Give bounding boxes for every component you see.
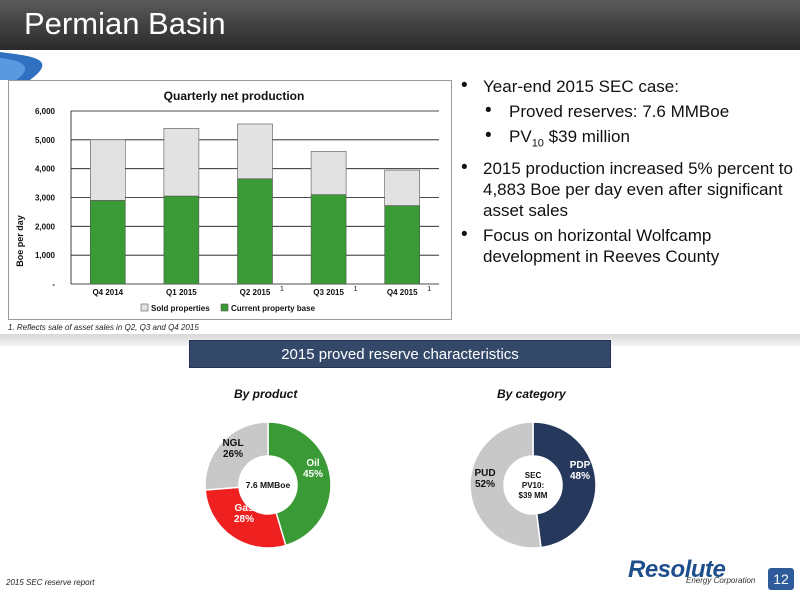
logo-subtitle: Energy Corporation	[686, 576, 756, 585]
pie-slice	[469, 421, 542, 549]
bullet-dot: •	[485, 125, 492, 146]
y-tick-label: 5,000	[35, 136, 56, 145]
header-bar: Permian Basin	[0, 0, 800, 50]
bullet-proved-reserves: • Proved reserves: 7.6 MMBoe	[455, 100, 800, 122]
bullet-sec-case: • Year-end 2015 SEC case:	[455, 75, 800, 97]
bullet-list: • Year-end 2015 SEC case: • Proved reser…	[455, 75, 800, 271]
y-tick-label: 1,000	[35, 251, 56, 260]
pie-slice	[204, 421, 269, 491]
bar-segment	[310, 194, 347, 285]
bar-segment	[384, 169, 421, 206]
by-product-title: By product	[234, 387, 298, 401]
bar-segment	[237, 178, 273, 285]
production-chart: Quarterly net production Boe per day 6,0…	[8, 80, 452, 320]
bar-segment	[163, 195, 200, 285]
legend-label: Sold properties	[151, 304, 210, 313]
pie-slice	[267, 421, 332, 547]
y-axis-label: Boe per day	[15, 215, 25, 267]
legend-swatch	[140, 303, 149, 312]
x-tick-label: Q3 2015	[313, 288, 344, 297]
bar-segment	[90, 200, 126, 285]
bullet-dot: •	[485, 100, 492, 121]
legend-swatch	[220, 303, 229, 312]
x-tick-footnote-mark: 1	[427, 286, 431, 293]
legend-label: Current property base	[231, 304, 316, 313]
bullet-dot: •	[461, 75, 468, 96]
y-tick-label: 3,000	[35, 194, 56, 203]
slice-label: PDP	[570, 460, 591, 471]
bullet-text: Focus on horizontal Wolfcamp development…	[483, 226, 720, 267]
page-title: Permian Basin	[24, 6, 226, 41]
bullet-text: Proved reserves: 7.6 MMBoe	[509, 102, 730, 121]
bullet-pv10: • PV10 $39 million	[455, 125, 800, 154]
reserve-section-title: 2015 proved reserve characteristics	[189, 340, 611, 368]
slice-value-label: 52%	[475, 479, 495, 490]
bullet-wolfcamp: • Focus on horizontal Wolfcamp developme…	[455, 224, 800, 267]
y-tick-label: 4,000	[35, 165, 56, 174]
chart-title: Quarterly net production	[164, 89, 305, 103]
donut-center-label: PV10:	[522, 481, 544, 490]
by-category-title: By category	[497, 387, 566, 401]
source-note: 2015 SEC reserve report	[6, 578, 95, 587]
bullet-production: • 2015 production increased 5% percent t…	[455, 157, 800, 221]
slice-value-label: 26%	[223, 449, 243, 460]
bar-segment	[163, 127, 200, 197]
y-tick-label: -	[52, 280, 55, 289]
donut-center-label: 7.6 MMBoe	[246, 480, 291, 490]
production-chart-svg: Quarterly net production Boe per day 6,0…	[15, 89, 439, 313]
x-tick-footnote-mark: 1	[280, 286, 284, 293]
bar-segment	[90, 139, 126, 201]
x-tick-label: Q4 2014	[92, 288, 123, 297]
chart-footnote: 1. Reflects sale of asset sales in Q2, Q…	[8, 323, 199, 332]
bullet-text: 2015 production increased 5% percent to …	[483, 159, 793, 221]
pie-slice	[204, 486, 287, 549]
pie-slice	[532, 421, 597, 549]
bullet-dot: •	[461, 224, 468, 246]
x-tick-footnote-mark: 1	[354, 286, 358, 293]
slice-label: Gas	[235, 503, 254, 514]
slice-value-label: 48%	[570, 471, 590, 482]
bullet-text-suffix: $39 million	[543, 127, 630, 146]
bullet-dot: •	[461, 157, 468, 179]
company-logo: Resolute Energy Corporation	[628, 556, 755, 585]
slice-label: PUD	[474, 468, 495, 479]
page-number: 12	[768, 568, 794, 590]
x-tick-label: Q4 2015	[387, 288, 418, 297]
bar-segment	[310, 151, 347, 195]
y-tick-label: 6,000	[35, 107, 56, 116]
x-tick-label: Q2 2015	[240, 288, 271, 297]
y-tick-label: 2,000	[35, 222, 56, 231]
bullet-text-subscript: 10	[531, 137, 544, 150]
donut-center-label: SEC	[525, 471, 542, 480]
header-swoosh	[0, 50, 800, 80]
bullet-text: Year-end 2015 SEC case:	[483, 77, 679, 96]
bar-segment	[384, 205, 421, 285]
slice-label: Oil	[306, 458, 320, 469]
bullet-text-prefix: PV	[509, 127, 532, 146]
slice-label: NGL	[222, 438, 243, 449]
slice-value-label: 45%	[303, 469, 323, 480]
logo-wordmark: Resolute	[628, 556, 726, 583]
x-tick-label: Q1 2015	[166, 288, 197, 297]
donut-center-label: $39 MM	[519, 491, 548, 500]
slice-value-label: 28%	[234, 514, 254, 525]
bar-segment	[237, 123, 273, 180]
